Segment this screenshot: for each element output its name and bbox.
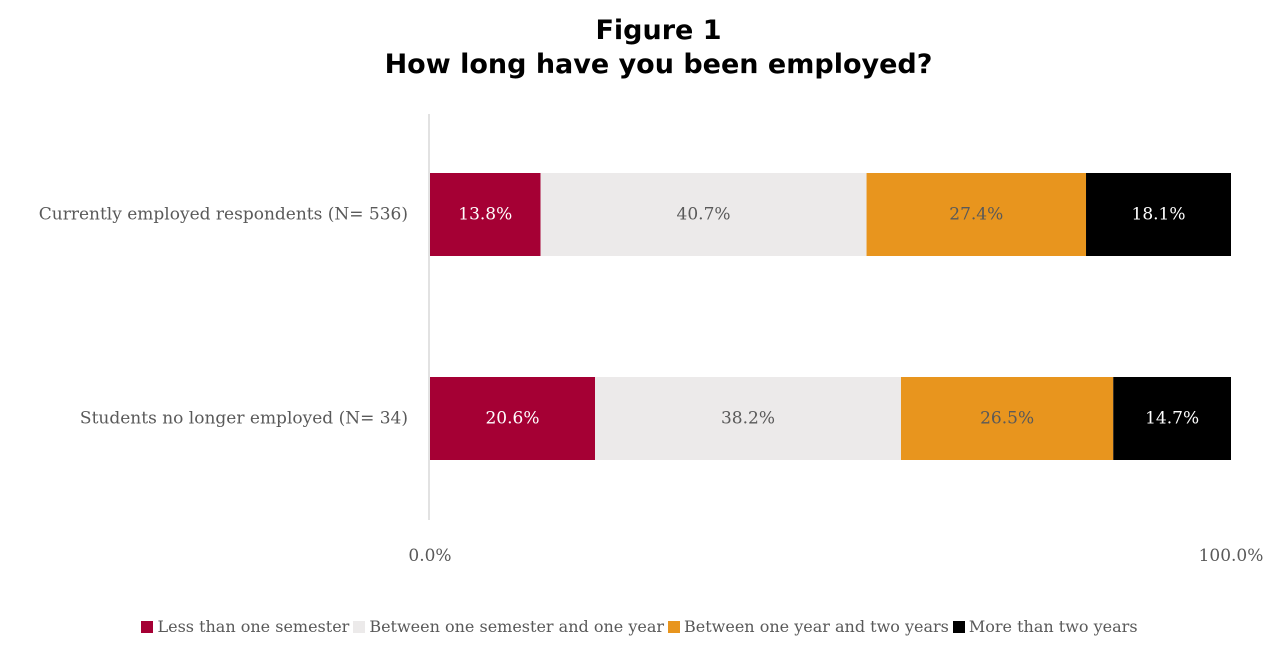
legend-swatch — [353, 621, 366, 633]
bar-segment — [900, 377, 1114, 460]
legend-swatch — [141, 621, 154, 633]
legend-swatch — [668, 621, 681, 633]
data-label: 27.4% — [949, 205, 1003, 225]
bar-segment — [540, 173, 867, 256]
chart-legend: Less than one semester Between one semest… — [0, 617, 1279, 636]
bar-segment — [1086, 173, 1231, 256]
chart-title-line-1: Figure 1 — [595, 15, 722, 46]
legend-label: Between one semester and one year — [369, 617, 665, 636]
data-label: 40.7% — [677, 205, 731, 225]
chart-title: Figure 1 How long have you been employed… — [0, 14, 1279, 82]
data-label: 26.5% — [980, 409, 1034, 429]
legend-swatch — [952, 621, 965, 633]
x-tick-label: 0.0% — [408, 546, 451, 566]
legend-item: Less than one semester — [141, 617, 349, 636]
category-label: Currently employed respondents (N= 536) — [39, 205, 408, 225]
bar-segment — [430, 173, 541, 256]
data-label: 14.7% — [1145, 409, 1199, 429]
legend-label: Between one year and two years — [684, 617, 949, 636]
data-label: 13.8% — [458, 205, 512, 225]
legend-label: More than two years — [968, 617, 1138, 636]
data-label: 20.6% — [485, 409, 539, 429]
legend-label: Less than one semester — [157, 617, 350, 636]
x-tick-label: 100.0% — [1199, 546, 1264, 566]
legend-item: Between one year and two years — [668, 617, 949, 636]
bar-segment — [595, 377, 901, 460]
category-label: Students no longer employed (N= 34) — [80, 409, 408, 429]
chart-title-line-2: How long have you been employed? — [384, 49, 933, 80]
legend-item: More than two years — [952, 617, 1138, 636]
bar-segment — [866, 173, 1087, 256]
data-label: 38.2% — [721, 409, 775, 429]
bar-segment — [430, 377, 596, 460]
data-label: 18.1% — [1132, 205, 1186, 225]
bar-segment — [1113, 377, 1231, 460]
legend-item: Between one semester and one year — [353, 617, 664, 636]
